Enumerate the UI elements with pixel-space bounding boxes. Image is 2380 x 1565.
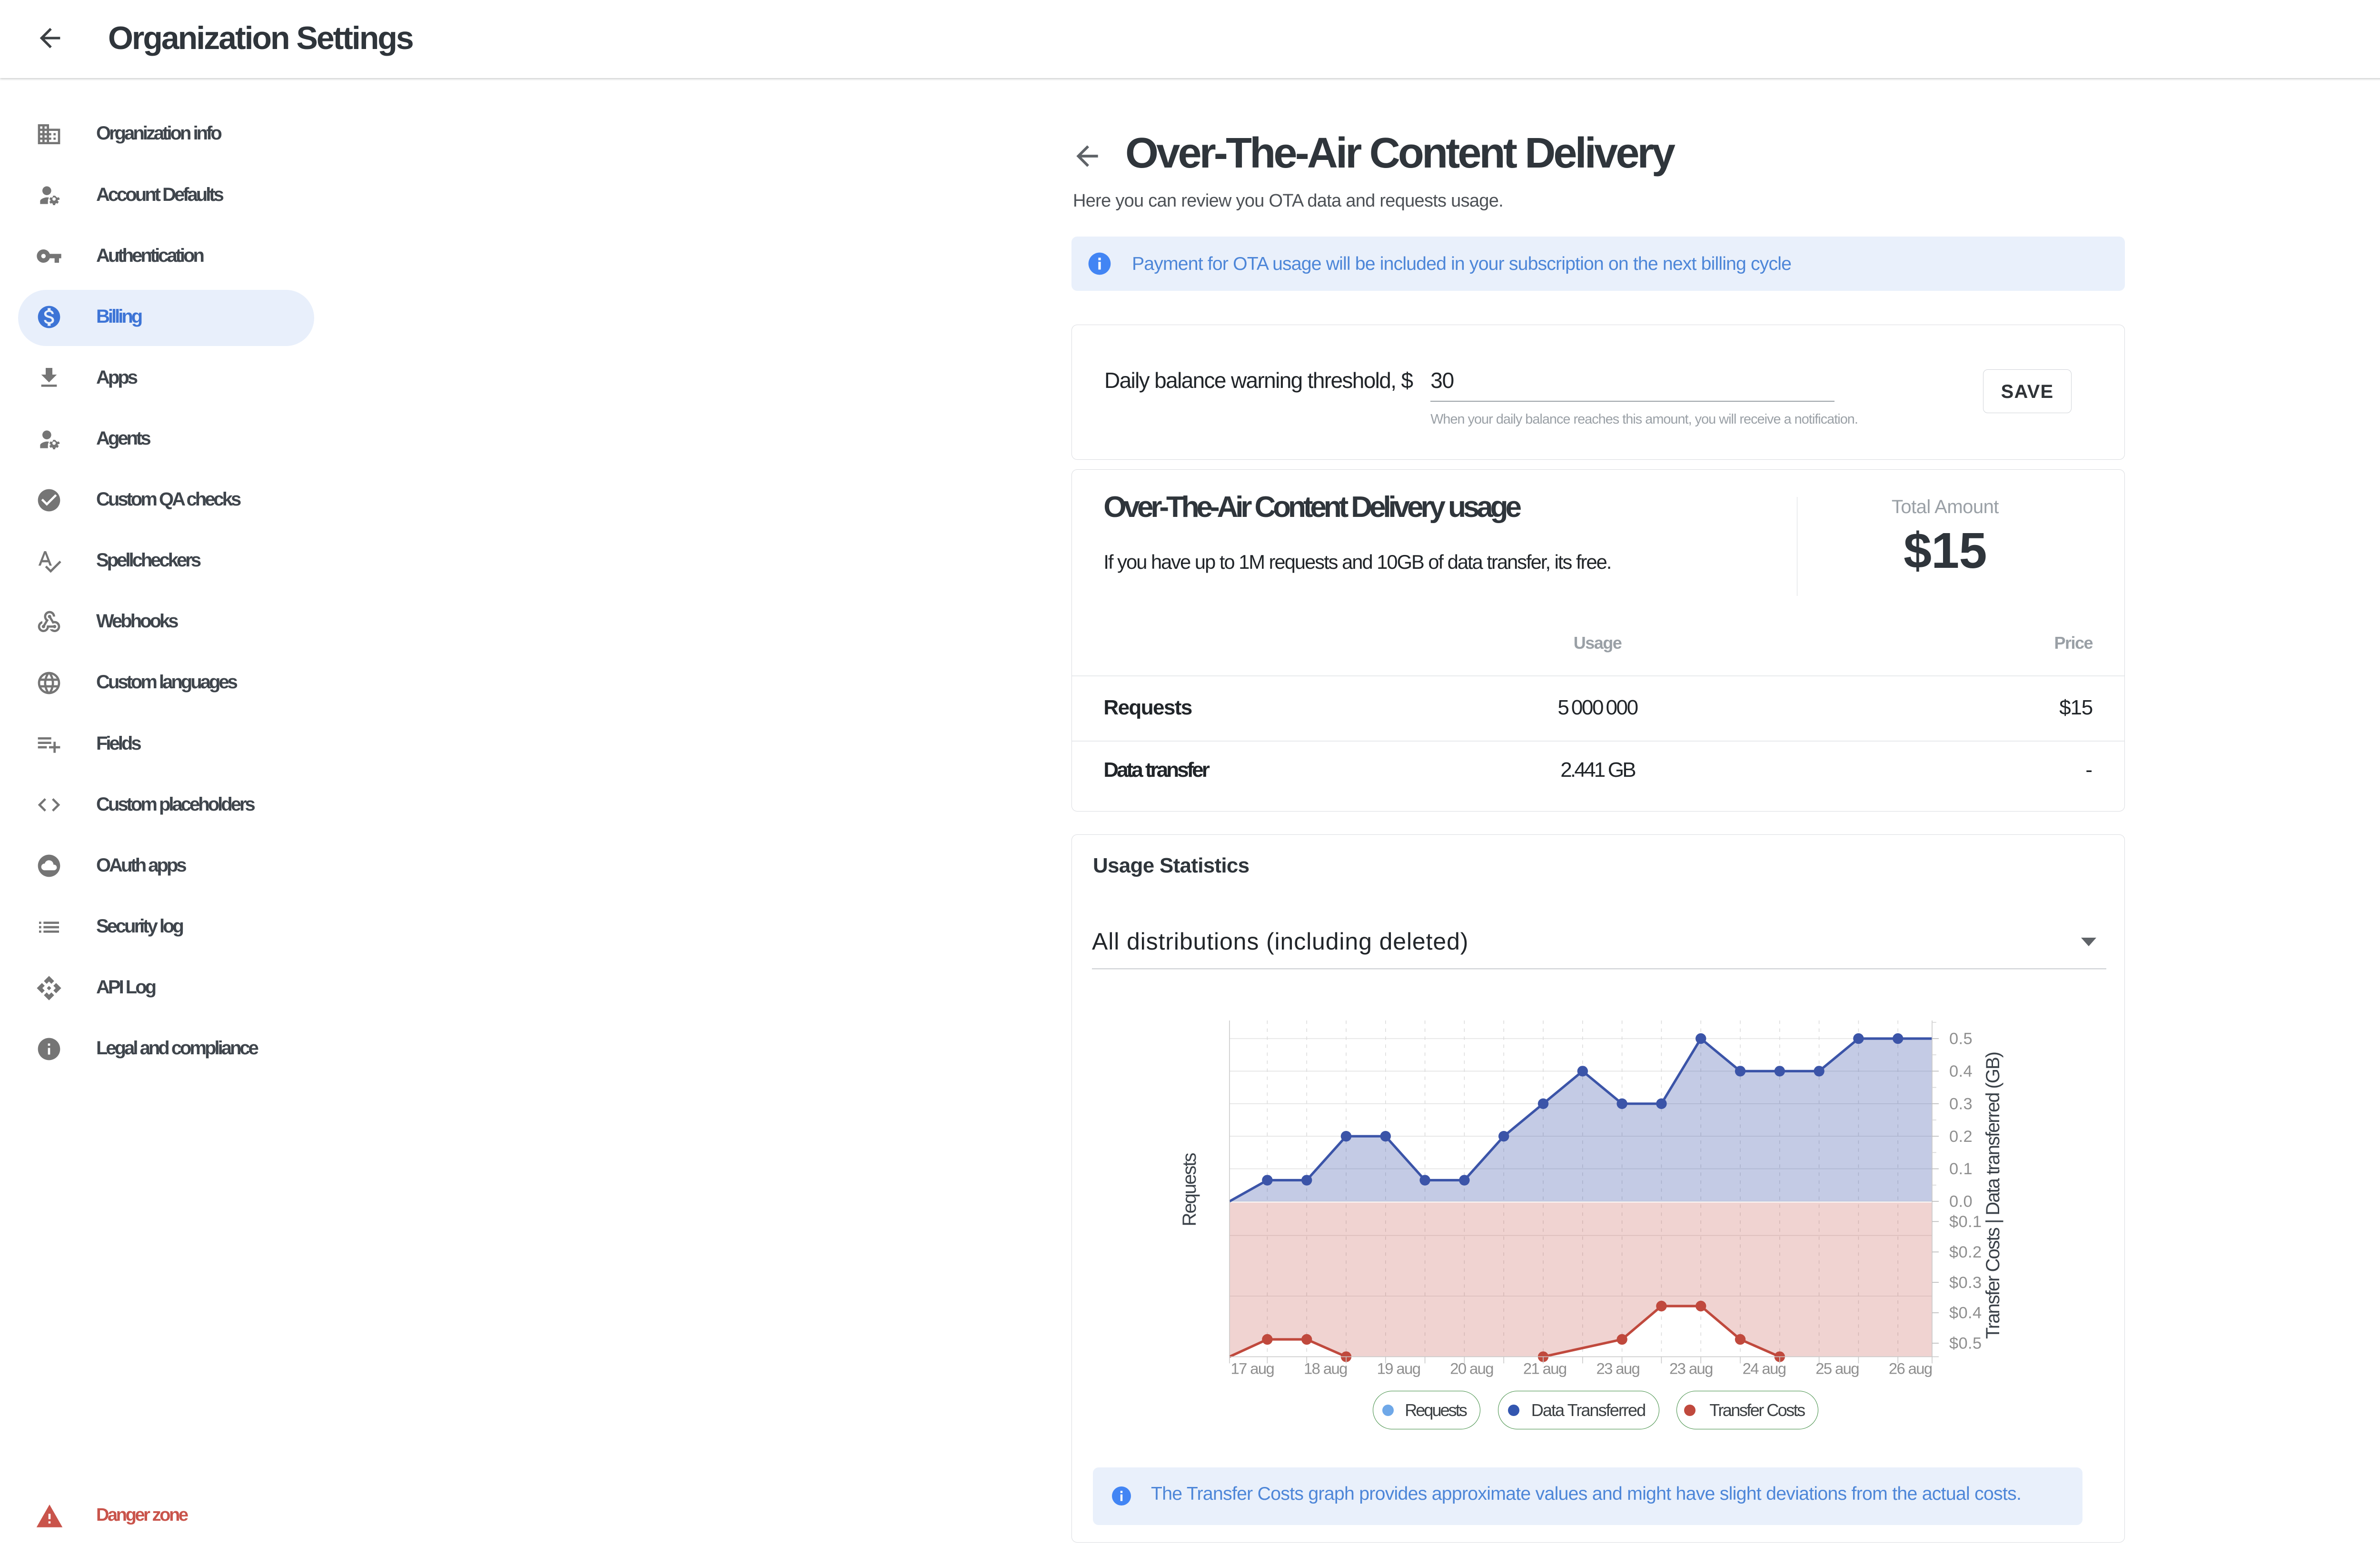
svg-text:20 aug: 20 aug <box>1450 1359 1493 1377</box>
svg-text:21 aug: 21 aug <box>1523 1359 1567 1377</box>
svg-text:17 aug: 17 aug <box>1230 1359 1274 1377</box>
svg-text:18 aug: 18 aug <box>1304 1359 1347 1377</box>
svg-text:$0.2: $0.2 <box>1949 1243 1982 1261</box>
svg-text:26 aug: 26 aug <box>1889 1359 1932 1377</box>
svg-text:19 aug: 19 aug <box>1377 1359 1420 1377</box>
svg-text:23 aug: 23 aug <box>1669 1359 1713 1377</box>
svg-text:23 aug: 23 aug <box>1596 1359 1639 1377</box>
svg-text:0.3: 0.3 <box>1949 1095 1973 1113</box>
svg-text:0.0: 0.0 <box>1949 1193 1973 1211</box>
svg-text:0.2: 0.2 <box>1949 1128 1973 1146</box>
svg-text:24 aug: 24 aug <box>1743 1359 1786 1377</box>
svg-text:25 aug: 25 aug <box>1815 1359 1859 1377</box>
svg-text:$0.3: $0.3 <box>1949 1274 1982 1292</box>
svg-text:$0.4: $0.4 <box>1949 1304 1982 1322</box>
svg-text:0.1: 0.1 <box>1949 1160 1973 1178</box>
svg-text:$0.1: $0.1 <box>1949 1213 1982 1231</box>
svg-text:Transfer Costs | Data transfer: Transfer Costs | Data transferred (GB) <box>1983 1052 2003 1339</box>
svg-text:Requests: Requests <box>1179 1153 1200 1227</box>
svg-text:0.5: 0.5 <box>1949 1030 1973 1048</box>
svg-text:$0.5: $0.5 <box>1949 1335 1982 1353</box>
svg-text:0.4: 0.4 <box>1949 1062 1973 1080</box>
